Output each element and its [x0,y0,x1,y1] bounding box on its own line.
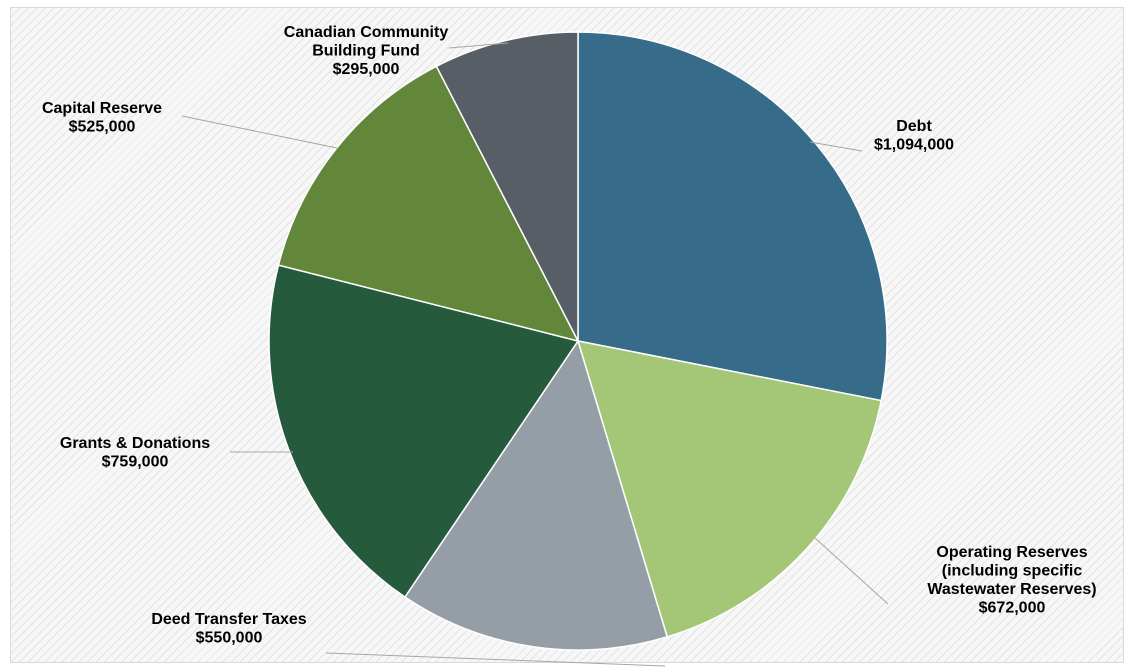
data-label-category: Canadian Community [284,24,449,41]
pie-slice-deed-transfer-taxes [403,339,669,651]
data-label-capital-reserve: Capital Reserve $525,000 [42,100,162,136]
data-label-value: $759,000 [102,454,169,471]
data-label-category: Deed Transfer Taxes [151,611,306,628]
pie-slice-canadian-community [435,31,579,342]
data-label-category: Wastewater Reserves) [927,581,1096,598]
data-label-value: $672,000 [979,600,1046,617]
data-label-operating-reserves: Operating Reserves (including specific Was… [927,544,1096,617]
data-label-deed-transfer-taxes: Deed Transfer Taxes $550,000 [151,611,306,647]
data-label-debt: Debt $1,094,000 [874,118,954,154]
data-label-category: Operating Reserves [936,544,1087,561]
data-label-category: Capital Reserve [42,100,162,117]
data-label-value: $295,000 [333,61,400,78]
leader-line-operating-reserves [814,537,889,605]
leader-line-deed-transfer-taxes [325,652,666,667]
leader-line-capital-reserve [181,115,338,149]
pie-slice-debt [577,31,888,402]
data-label-category: Grants & Donations [60,435,210,452]
data-label-category: Debt [896,118,932,135]
data-label-category: (including specific [942,563,1083,580]
data-label-value: $550,000 [196,630,263,647]
data-label-grants-donations: Grants & Donations $759,000 [60,435,210,471]
pie-slice-capital-reserve [277,65,580,343]
data-label-value: $1,094,000 [874,137,954,154]
data-label-canadian-community: Canadian Community Building Fund $295,000 [284,24,449,78]
pie-slice-grants-donations [268,264,580,599]
leader-line-debt [809,141,863,152]
leader-line-canadian-community [448,42,509,49]
pie-slice-operating-reserves [576,340,883,638]
data-label-category: Building Fund [312,43,420,60]
data-label-value: $525,000 [69,119,136,136]
